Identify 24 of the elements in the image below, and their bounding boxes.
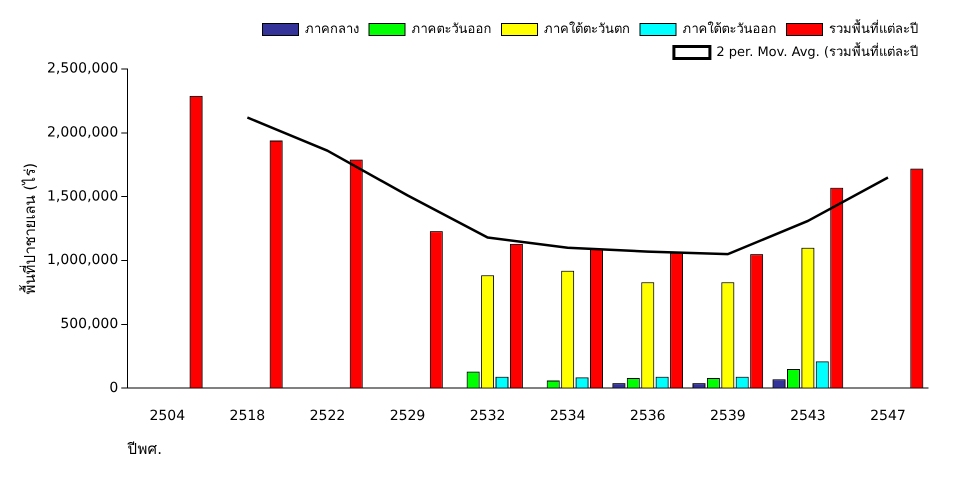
- y-tick-label: 2,500,000: [46, 60, 118, 77]
- y-tick-label: 500,000: [60, 316, 118, 332]
- x-tick-label: 2529: [390, 408, 426, 424]
- legend-label: ภาคตะวันออก: [412, 22, 492, 37]
- x-axis-title: ปีพศ.: [126, 440, 162, 458]
- x-tick-label: 2532: [470, 408, 506, 424]
- x-tick-label: 2539: [710, 408, 746, 424]
- y-tick-label: 1,000,000: [46, 252, 118, 268]
- legend-label: ภาคใต้ตะวันออก: [682, 20, 776, 37]
- x-tick-label: 2543: [790, 408, 826, 424]
- y-axis-title: พื้นที่ปาชายเลน (ไร่): [18, 162, 39, 294]
- x-tick-label: 2522: [310, 408, 346, 424]
- legend-label: รวมพื้นที่แต่ละปี: [829, 18, 918, 37]
- legend-label: 2 per. Mov. Avg. (รวมพื้นที่แต่ละปี: [716, 42, 918, 60]
- x-tick-label: 2536: [630, 408, 666, 424]
- y-tick-label: 0: [109, 380, 118, 396]
- y-tick-label: 1,500,000: [46, 188, 118, 204]
- x-tick-label: 2547: [870, 408, 906, 424]
- y-tick-label: 2,000,000: [46, 124, 118, 140]
- legend-label: ภาคใต้ตะวันตก: [544, 20, 630, 37]
- legend-label: ภาคกลาง: [305, 22, 359, 37]
- x-tick-label: 2504: [149, 408, 186, 424]
- x-tick-label: 2534: [550, 408, 586, 424]
- x-tick-label: 2518: [230, 408, 266, 424]
